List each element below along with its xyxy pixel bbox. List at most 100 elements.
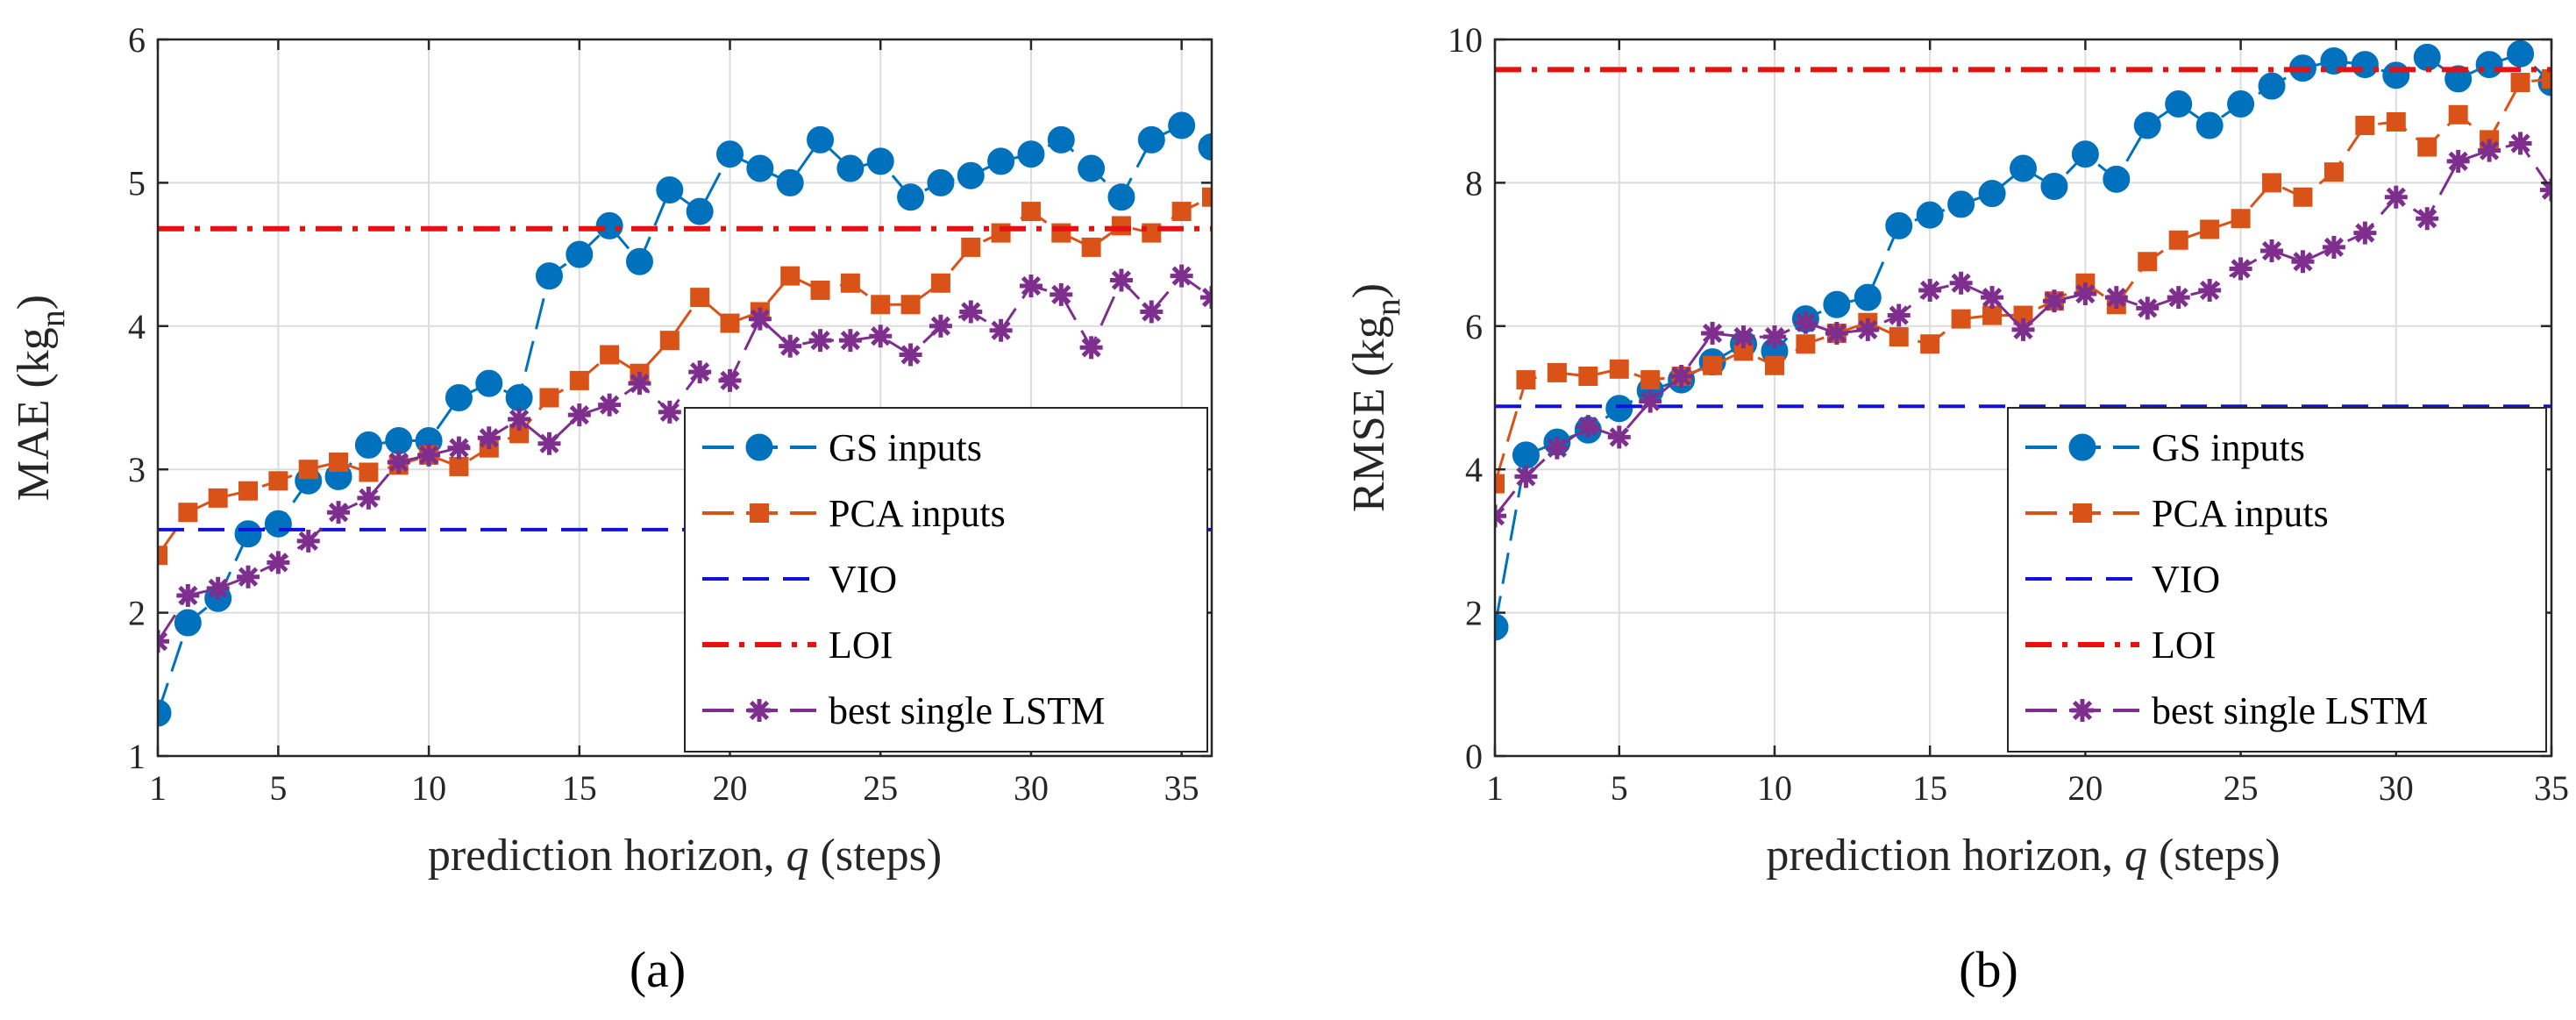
data-point bbox=[2168, 230, 2188, 250]
x-tick-label: 30 bbox=[2379, 768, 2414, 808]
data-point bbox=[387, 451, 410, 474]
data-point bbox=[900, 295, 921, 315]
data-point bbox=[1168, 111, 1196, 139]
legend-label: LOI bbox=[829, 624, 893, 667]
x-tick-label: 35 bbox=[2534, 768, 2569, 808]
data-point bbox=[746, 154, 774, 182]
x-tick-label: 20 bbox=[713, 768, 748, 808]
data-point bbox=[1081, 237, 1101, 257]
data-point bbox=[1516, 370, 1536, 390]
legend-marker bbox=[2073, 503, 2092, 523]
data-point bbox=[2475, 51, 2503, 79]
data-point bbox=[2417, 137, 2437, 157]
data-point bbox=[961, 237, 981, 257]
x-axis-label: prediction horizon, q (steps) bbox=[1766, 831, 2280, 881]
data-point bbox=[1111, 216, 1131, 236]
data-point bbox=[508, 408, 531, 432]
y-tick-label: 6 bbox=[128, 20, 146, 60]
series-best-single-lstm bbox=[158, 264, 1212, 653]
legend-label: GS inputs bbox=[829, 426, 982, 469]
data-point bbox=[2416, 207, 2439, 231]
data-point bbox=[2231, 209, 2251, 229]
data-point bbox=[930, 273, 950, 293]
data-point bbox=[838, 329, 862, 353]
data-point bbox=[158, 546, 167, 566]
data-point bbox=[1019, 275, 1042, 298]
data-point bbox=[2167, 286, 2190, 310]
data-point bbox=[1949, 271, 1973, 295]
subfigure-caption: (b) bbox=[1959, 941, 2018, 998]
data-point bbox=[720, 313, 740, 333]
data-point bbox=[718, 368, 742, 392]
data-point bbox=[2386, 111, 2406, 132]
data-point bbox=[178, 503, 198, 523]
data-point bbox=[1823, 290, 1851, 318]
data-point bbox=[1170, 264, 1193, 288]
data-point bbox=[897, 183, 925, 211]
data-point bbox=[780, 266, 801, 286]
data-point bbox=[840, 273, 860, 293]
subfigure-caption: (a) bbox=[630, 941, 686, 998]
data-point bbox=[2229, 257, 2252, 281]
data-point bbox=[748, 307, 772, 331]
data-point bbox=[1703, 355, 1723, 375]
data-point bbox=[206, 576, 230, 600]
data-point bbox=[1951, 309, 1971, 329]
data-point bbox=[628, 372, 651, 396]
data-point bbox=[595, 211, 623, 239]
data-point bbox=[2448, 104, 2468, 125]
series-group bbox=[158, 111, 1212, 727]
legend-box bbox=[684, 407, 1208, 753]
data-point bbox=[1200, 286, 1212, 310]
data-point bbox=[1202, 187, 1212, 207]
data-point bbox=[2262, 173, 2282, 193]
data-point bbox=[264, 510, 292, 538]
y-tick-label: 1 bbox=[128, 737, 146, 776]
data-point bbox=[1918, 278, 1942, 302]
data-point bbox=[2382, 61, 2410, 89]
data-point bbox=[2260, 239, 2284, 263]
y-tick-label: 4 bbox=[128, 307, 146, 346]
data-point bbox=[1887, 303, 1911, 327]
legend-marker bbox=[2071, 699, 2094, 722]
data-point bbox=[2010, 154, 2037, 182]
data-point bbox=[2322, 235, 2345, 259]
data-point bbox=[1733, 341, 1754, 361]
data-point bbox=[176, 583, 200, 607]
data-point bbox=[1495, 504, 1506, 528]
data-point bbox=[2040, 172, 2068, 200]
data-point bbox=[238, 481, 259, 501]
legend-label: best single LSTM bbox=[829, 689, 1105, 732]
data-point bbox=[2323, 162, 2344, 182]
data-point bbox=[2355, 116, 2375, 136]
legend: GS inputs PCA inputs VIO LOI best single LST… bbox=[2007, 407, 2547, 753]
data-point bbox=[158, 630, 169, 653]
legend-label: LOI bbox=[2152, 624, 2216, 667]
legend-marker bbox=[745, 433, 773, 461]
data-point bbox=[2198, 278, 2222, 302]
series-best-single-lstm bbox=[1495, 132, 2551, 528]
x-tick-label: 25 bbox=[863, 768, 898, 808]
axes-box bbox=[156, 38, 1213, 758]
data-point bbox=[2444, 65, 2473, 93]
data-point bbox=[2540, 178, 2551, 202]
data-point bbox=[2542, 68, 2551, 89]
data-point bbox=[869, 325, 893, 348]
x-tick-label: 5 bbox=[1611, 768, 1628, 808]
legend-marker bbox=[750, 503, 769, 523]
data-point bbox=[267, 551, 290, 574]
data-point bbox=[327, 501, 351, 524]
data-point bbox=[987, 147, 1015, 175]
series-gs-inputs bbox=[158, 111, 1212, 727]
legend-label: VIO bbox=[829, 558, 897, 601]
data-point bbox=[1021, 202, 1041, 222]
data-point bbox=[1885, 211, 1913, 239]
data-point bbox=[1639, 389, 1662, 413]
legend-entry: best single LSTM bbox=[2025, 689, 2428, 732]
data-point bbox=[2104, 286, 2128, 310]
legend-label: VIO bbox=[2152, 558, 2220, 601]
data-point bbox=[2138, 252, 2158, 272]
x-tick-label: 10 bbox=[411, 768, 446, 808]
legend: GS inputs PCA inputs VIO LOI best single LST… bbox=[684, 407, 1208, 753]
x-tick-label: 5 bbox=[269, 768, 287, 808]
